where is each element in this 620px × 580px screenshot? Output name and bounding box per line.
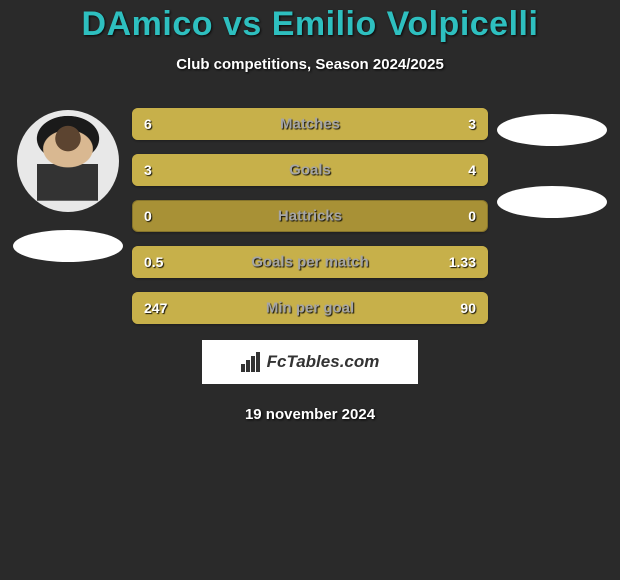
stat-bars: 6 3 Matches 3 4 Goals 0 0 Hattricks 0.5 1.33 Goals … [128, 108, 492, 324]
stat-right-value: 3 [468, 116, 476, 132]
stat-bar: 0 0 Hattricks [132, 200, 488, 232]
comparison-card: DAmico vs Emilio Volpicelli Club competi… [0, 0, 620, 423]
stat-left-value: 0.5 [144, 254, 163, 270]
bar-chart-icon [241, 352, 263, 372]
stat-right-value: 1.33 [449, 254, 476, 270]
avatar-placeholder-icon [17, 110, 119, 212]
stat-right-value: 0 [468, 208, 476, 224]
stat-label: Goals per match [251, 254, 369, 271]
stat-left-value: 0 [144, 208, 152, 224]
logo-text: FcTables.com [267, 352, 380, 372]
stat-bar: 3 4 Goals [132, 154, 488, 186]
stat-label: Goals [289, 162, 331, 179]
player-left-column [8, 108, 128, 262]
player-left-name-oval [13, 230, 123, 262]
stat-label: Hattricks [278, 208, 342, 225]
stat-bar: 6 3 Matches [132, 108, 488, 140]
source-logo: FcTables.com [202, 340, 418, 384]
subtitle: Club competitions, Season 2024/2025 [0, 56, 620, 73]
player-right-name-oval-2 [497, 186, 607, 218]
stat-bar: 0.5 1.33 Goals per match [132, 246, 488, 278]
stat-right-value: 4 [468, 162, 476, 178]
page-title: DAmico vs Emilio Volpicelli [0, 5, 620, 44]
content-row: 6 3 Matches 3 4 Goals 0 0 Hattricks 0.5 1.33 Goals … [0, 108, 620, 324]
player-right-name-oval-1 [497, 114, 607, 146]
stat-left-value: 6 [144, 116, 152, 132]
stat-left-value: 3 [144, 162, 152, 178]
stat-label: Matches [280, 116, 340, 133]
stat-left-value: 247 [144, 300, 167, 316]
stat-label: Min per goal [266, 300, 354, 317]
stat-right-value: 90 [460, 300, 476, 316]
player-right-column [492, 108, 612, 218]
stat-bar-left-fill [132, 154, 285, 186]
player-left-photo [17, 110, 119, 212]
stat-bar: 247 90 Min per goal [132, 292, 488, 324]
date-label: 19 november 2024 [0, 406, 620, 423]
